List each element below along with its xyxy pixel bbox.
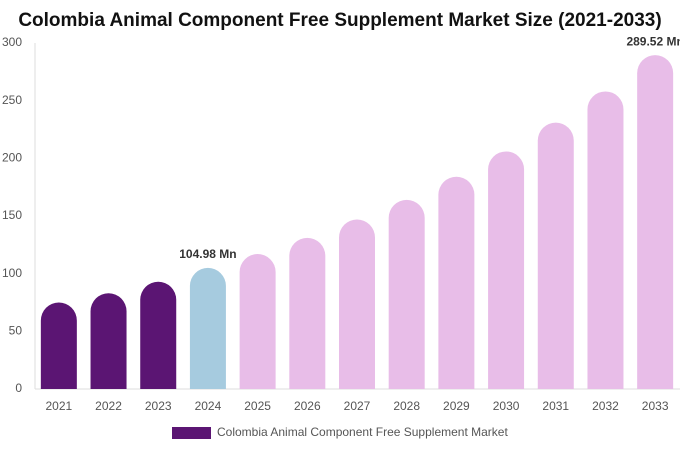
bar [40, 302, 77, 389]
x-tick-label: 2021 [45, 399, 72, 413]
x-tick-label: 2022 [95, 399, 122, 413]
bar [488, 151, 525, 389]
x-tick-label: 2032 [592, 399, 619, 413]
x-tick-label: 2033 [642, 399, 669, 413]
x-tick-label: 2028 [393, 399, 420, 413]
bar [289, 237, 326, 389]
y-tick-label: 250 [2, 93, 22, 107]
y-tick-label: 50 [9, 324, 23, 338]
bar [388, 199, 425, 389]
x-tick-label: 2031 [542, 399, 569, 413]
bar [239, 254, 276, 389]
legend-label: Colombia Animal Component Free Supplemen… [217, 425, 508, 439]
y-tick-label: 200 [2, 151, 22, 165]
value-label: 104.98 Mn [179, 247, 236, 261]
y-tick-label: 100 [2, 266, 22, 280]
x-tick-label: 2030 [493, 399, 520, 413]
bar [90, 293, 127, 389]
bar [587, 91, 624, 390]
y-tick-label: 300 [2, 35, 22, 49]
legend-swatch [172, 427, 211, 439]
chart-title: Colombia Animal Component Free Supplemen… [18, 10, 661, 31]
bar [637, 55, 674, 389]
bar [339, 219, 375, 389]
bar [438, 176, 475, 389]
bar [140, 281, 177, 389]
bar [537, 122, 574, 389]
x-tick-label: 2026 [294, 399, 321, 413]
x-tick-label: 2023 [145, 399, 172, 413]
value-label: 289.52 Mn [626, 34, 680, 48]
x-tick-label: 2024 [195, 399, 222, 413]
x-tick-label: 2027 [344, 399, 371, 413]
bar [189, 267, 226, 389]
y-tick-label: 0 [15, 381, 22, 395]
y-tick-label: 150 [2, 208, 22, 222]
x-tick-label: 2025 [244, 399, 271, 413]
x-tick-label: 2029 [443, 399, 470, 413]
